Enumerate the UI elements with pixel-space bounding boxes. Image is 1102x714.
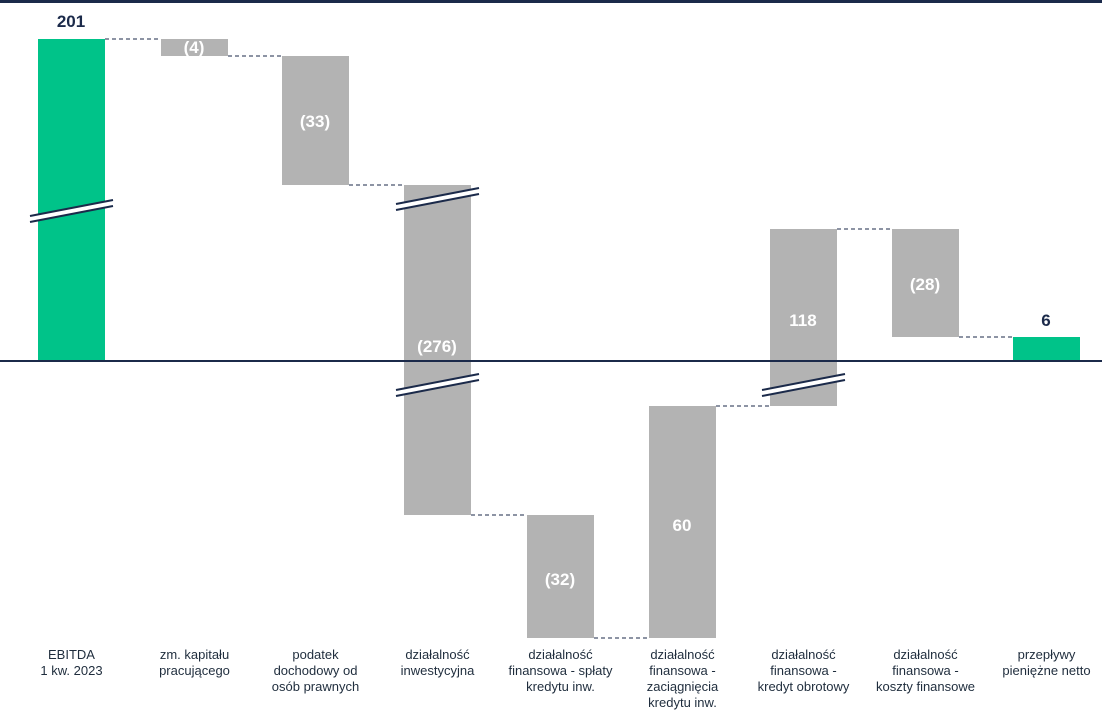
value-label: 118 <box>789 311 816 330</box>
bar <box>1013 337 1080 361</box>
bar <box>892 229 959 337</box>
axis-break-gap <box>396 188 479 210</box>
bar <box>649 406 716 638</box>
category-label: działalność finansowa - spłaty kredytu i… <box>508 647 613 694</box>
axis-break-line <box>395 187 480 205</box>
category-label: przepływy pieniężne netto <box>1002 647 1091 678</box>
value-label: (32) <box>545 570 575 589</box>
value-label: (4) <box>184 38 205 57</box>
axis-break-line <box>29 199 114 217</box>
bar <box>161 39 228 56</box>
axis-break-line <box>761 379 846 397</box>
value-label: (276) <box>417 337 457 356</box>
axis-break-line <box>761 373 846 391</box>
category-label: działalność finansowa - zaciągnięcia kre… <box>646 647 719 710</box>
value-label: 6 <box>1041 311 1050 330</box>
value-label: (28) <box>910 275 940 294</box>
axis-break-line <box>395 379 480 397</box>
axis-break-line <box>29 205 114 223</box>
category-label: podatek dochodowy od osób prawnych <box>271 647 360 694</box>
category-label: działalność inwestycyjna <box>400 647 475 678</box>
axis-break-gap <box>762 374 845 396</box>
axis-break-gap <box>396 374 479 396</box>
value-label: 201 <box>57 12 85 31</box>
bar <box>282 56 349 185</box>
category-label: EBITDA 1 kw. 2023 <box>40 647 103 678</box>
value-label: 60 <box>673 516 692 535</box>
bar <box>38 39 105 361</box>
category-label: działalność finansowa - koszty finansowe <box>876 647 975 694</box>
bar <box>770 229 837 406</box>
axis-break-line <box>395 193 480 211</box>
bar <box>404 185 471 515</box>
value-label: (33) <box>300 112 330 131</box>
category-label: zm. kapitału pracującego <box>159 647 230 678</box>
category-label: działalność finansowa - kredyt obrotowy <box>757 647 850 694</box>
axis-break-gap <box>30 200 113 222</box>
bar <box>527 515 594 638</box>
axis-break-line <box>395 373 480 391</box>
